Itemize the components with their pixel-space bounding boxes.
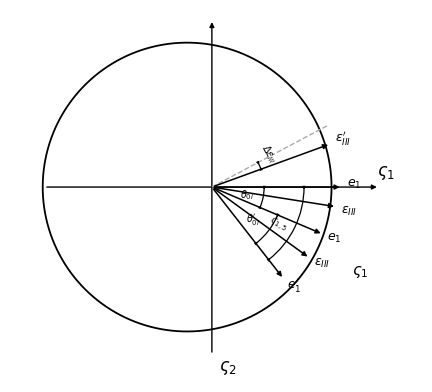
Text: $\varsigma_2$: $\varsigma_2$ — [219, 359, 237, 377]
Text: $\Delta\varepsilon_{III}$: $\Delta\varepsilon_{III}$ — [258, 142, 280, 166]
Text: $e_1$: $e_1$ — [346, 178, 361, 191]
Text: $\varepsilon_{III}$: $\varepsilon_{III}$ — [341, 205, 357, 218]
Text: $\varsigma_{1,5}$: $\varsigma_{1,5}$ — [266, 214, 289, 235]
Text: $e_1'$: $e_1'$ — [286, 276, 301, 294]
Text: $\theta_{0i}'$: $\theta_{0i}'$ — [246, 212, 260, 227]
Text: $\varepsilon_{III}$: $\varepsilon_{III}$ — [314, 257, 330, 270]
Text: $e_1$: $e_1$ — [327, 232, 342, 245]
Text: $\varepsilon_{III}'$: $\varepsilon_{III}'$ — [335, 129, 351, 147]
Text: $\varsigma_1$: $\varsigma_1$ — [377, 163, 395, 181]
Text: $\theta_{0i}$: $\theta_{0i}$ — [240, 188, 254, 202]
Text: $\varsigma_1$: $\varsigma_1$ — [352, 264, 369, 280]
